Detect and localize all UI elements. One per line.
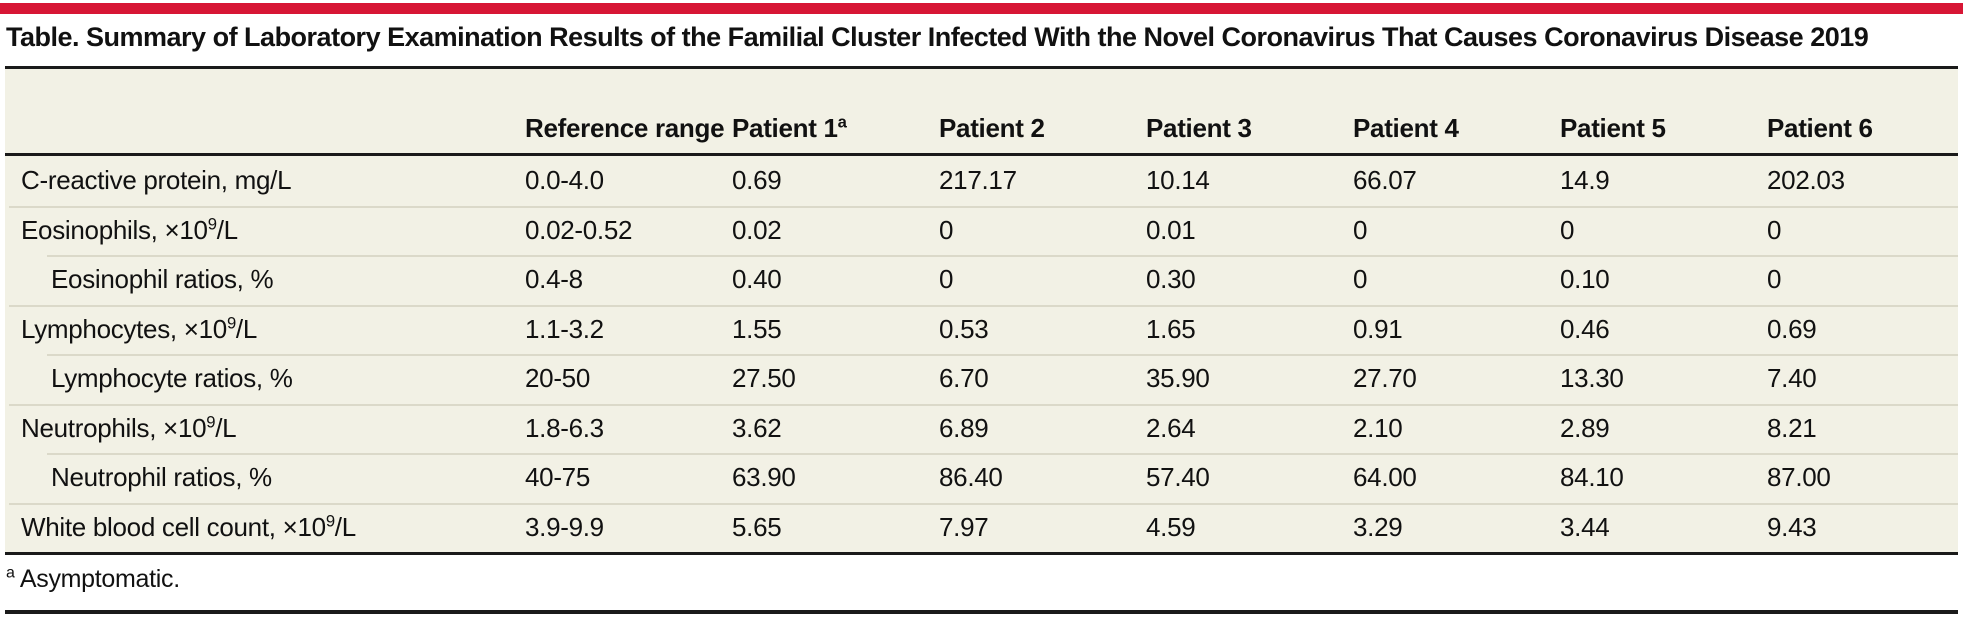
- cell-patient-6: 7.40: [1767, 363, 1817, 394]
- table-footnote: a Asymptomatic.: [0, 555, 1963, 610]
- rule-table-bottom: [5, 552, 1958, 555]
- cell-patient-3: 10.14: [1146, 165, 1210, 196]
- header-patient-5: Patient 5: [1560, 113, 1666, 143]
- table-row-eosinophils: Eosinophils, ×109/L 0.02-0.52 0.02 0 0.0…: [5, 205, 1958, 256]
- cell-patient-6: 202.03: [1767, 165, 1845, 196]
- header-patient-1: Patient 1a: [732, 113, 847, 143]
- cell-patient-1: 5.65: [732, 511, 782, 542]
- rule-end: [5, 610, 1958, 614]
- cell-patient-4: 27.70: [1353, 363, 1417, 394]
- cell-reference-range: 1.1-3.2: [525, 313, 604, 344]
- cell-patient-1: 0.40: [732, 264, 782, 295]
- row-label: Lymphocytes, ×109/L: [21, 313, 258, 344]
- cell-patient-3: 35.90: [1146, 363, 1210, 394]
- cell-patient-4: 2.10: [1353, 412, 1403, 443]
- header-patient-4: Patient 4: [1353, 113, 1459, 143]
- table-title: Table. Summary of Laboratory Examination…: [6, 22, 1869, 52]
- header-patient-6: Patient 6: [1767, 113, 1873, 143]
- cell-patient-1: 3.62: [732, 412, 782, 443]
- header-patient-2: Patient 2: [939, 113, 1045, 143]
- accent-bar: [0, 3, 1963, 14]
- cell-patient-4: 3.29: [1353, 511, 1403, 542]
- cell-patient-6: 0: [1767, 264, 1782, 295]
- cell-patient-3: 1.65: [1146, 313, 1196, 344]
- cell-patient-6: 0.69: [1767, 313, 1817, 344]
- cell-patient-4: 0: [1353, 264, 1368, 295]
- footnote-marker: a: [6, 564, 15, 582]
- cell-patient-3: 0.01: [1146, 214, 1196, 245]
- table-row-eosinophil-ratios: Eosinophil ratios, % 0.4-8 0.40 0 0.30 0…: [5, 255, 1958, 305]
- cell-patient-5: 2.89: [1560, 412, 1610, 443]
- footnote-text: Asymptomatic.: [14, 565, 180, 593]
- row-label: Eosinophils, ×109/L: [21, 214, 238, 245]
- cell-patient-2: 0: [939, 264, 954, 295]
- cell-patient-4: 64.00: [1353, 462, 1417, 493]
- cell-patient-4: 0: [1353, 214, 1368, 245]
- table-row-lymphocyte-ratios: Lymphocyte ratios, % 20-50 27.50 6.70 35…: [5, 354, 1958, 404]
- table-row-lymphocytes: Lymphocytes, ×109/L 1.1-3.2 1.55 0.53 1.…: [5, 304, 1958, 355]
- cell-reference-range: 1.8-6.3: [525, 412, 604, 443]
- row-label: White blood cell count, ×109/L: [21, 511, 356, 542]
- cell-patient-3: 57.40: [1146, 462, 1210, 493]
- table-row-white-blood-cell-count: White blood cell count, ×109/L 3.9-9.9 5…: [5, 502, 1958, 553]
- cell-patient-5: 3.44: [1560, 511, 1610, 542]
- footnote-marker-sup: a: [837, 113, 847, 132]
- rule-top: [5, 66, 1958, 69]
- rule-header-bottom: [5, 153, 1958, 156]
- header-reference-range: Reference range: [525, 113, 724, 143]
- cell-patient-2: 7.97: [939, 511, 989, 542]
- cell-patient-6: 0: [1767, 214, 1782, 245]
- table-header-row: Reference range Patient 1a Patient 2 Pat…: [5, 69, 1958, 153]
- header-patient-3: Patient 3: [1146, 113, 1252, 143]
- cell-patient-2: 86.40: [939, 462, 1003, 493]
- cell-patient-1: 63.90: [732, 462, 796, 493]
- cell-patient-2: 0.53: [939, 313, 989, 344]
- row-label: Eosinophil ratios, %: [51, 264, 274, 295]
- table-row-neutrophil-ratios: Neutrophil ratios, % 40-75 63.90 86.40 5…: [5, 453, 1958, 503]
- cell-patient-2: 217.17: [939, 165, 1017, 196]
- cell-reference-range: 0.0-4.0: [525, 165, 604, 196]
- cell-patient-5: 13.30: [1560, 363, 1624, 394]
- cell-patient-1: 0.69: [732, 165, 782, 196]
- cell-patient-5: 0.46: [1560, 313, 1610, 344]
- cell-patient-3: 2.64: [1146, 412, 1196, 443]
- cell-reference-range: 3.9-9.9: [525, 511, 604, 542]
- cell-reference-range: 0.02-0.52: [525, 214, 633, 245]
- cell-patient-3: 4.59: [1146, 511, 1196, 542]
- cell-patient-5: 84.10: [1560, 462, 1624, 493]
- cell-patient-2: 6.70: [939, 363, 989, 394]
- cell-patient-4: 0.91: [1353, 313, 1403, 344]
- cell-reference-range: 20-50: [525, 363, 590, 394]
- lab-results-table: Reference range Patient 1a Patient 2 Pat…: [5, 69, 1958, 552]
- cell-patient-5: 0: [1560, 214, 1575, 245]
- row-label: Neutrophils, ×109/L: [21, 412, 237, 443]
- cell-patient-1: 0.02: [732, 214, 782, 245]
- cell-patient-4: 66.07: [1353, 165, 1417, 196]
- row-label: C-reactive protein, mg/L: [21, 165, 292, 196]
- cell-reference-range: 0.4-8: [525, 264, 583, 295]
- cell-patient-6: 87.00: [1767, 462, 1831, 493]
- cell-patient-5: 14.9: [1560, 165, 1610, 196]
- cell-patient-6: 8.21: [1767, 412, 1817, 443]
- cell-patient-6: 9.43: [1767, 511, 1817, 542]
- cell-patient-1: 1.55: [732, 313, 782, 344]
- table-row-neutrophils: Neutrophils, ×109/L 1.8-6.3 3.62 6.89 2.…: [5, 403, 1958, 454]
- cell-patient-2: 0: [939, 214, 954, 245]
- cell-patient-2: 6.89: [939, 412, 989, 443]
- cell-patient-3: 0.30: [1146, 264, 1196, 295]
- cell-reference-range: 40-75: [525, 462, 590, 493]
- cell-patient-5: 0.10: [1560, 264, 1610, 295]
- cell-patient-1: 27.50: [732, 363, 796, 394]
- row-label: Lymphocyte ratios, %: [51, 363, 293, 394]
- table-row-c-reactive-protein: C-reactive protein, mg/L 0.0-4.0 0.69 21…: [5, 156, 1958, 206]
- row-label: Neutrophil ratios, %: [51, 462, 272, 493]
